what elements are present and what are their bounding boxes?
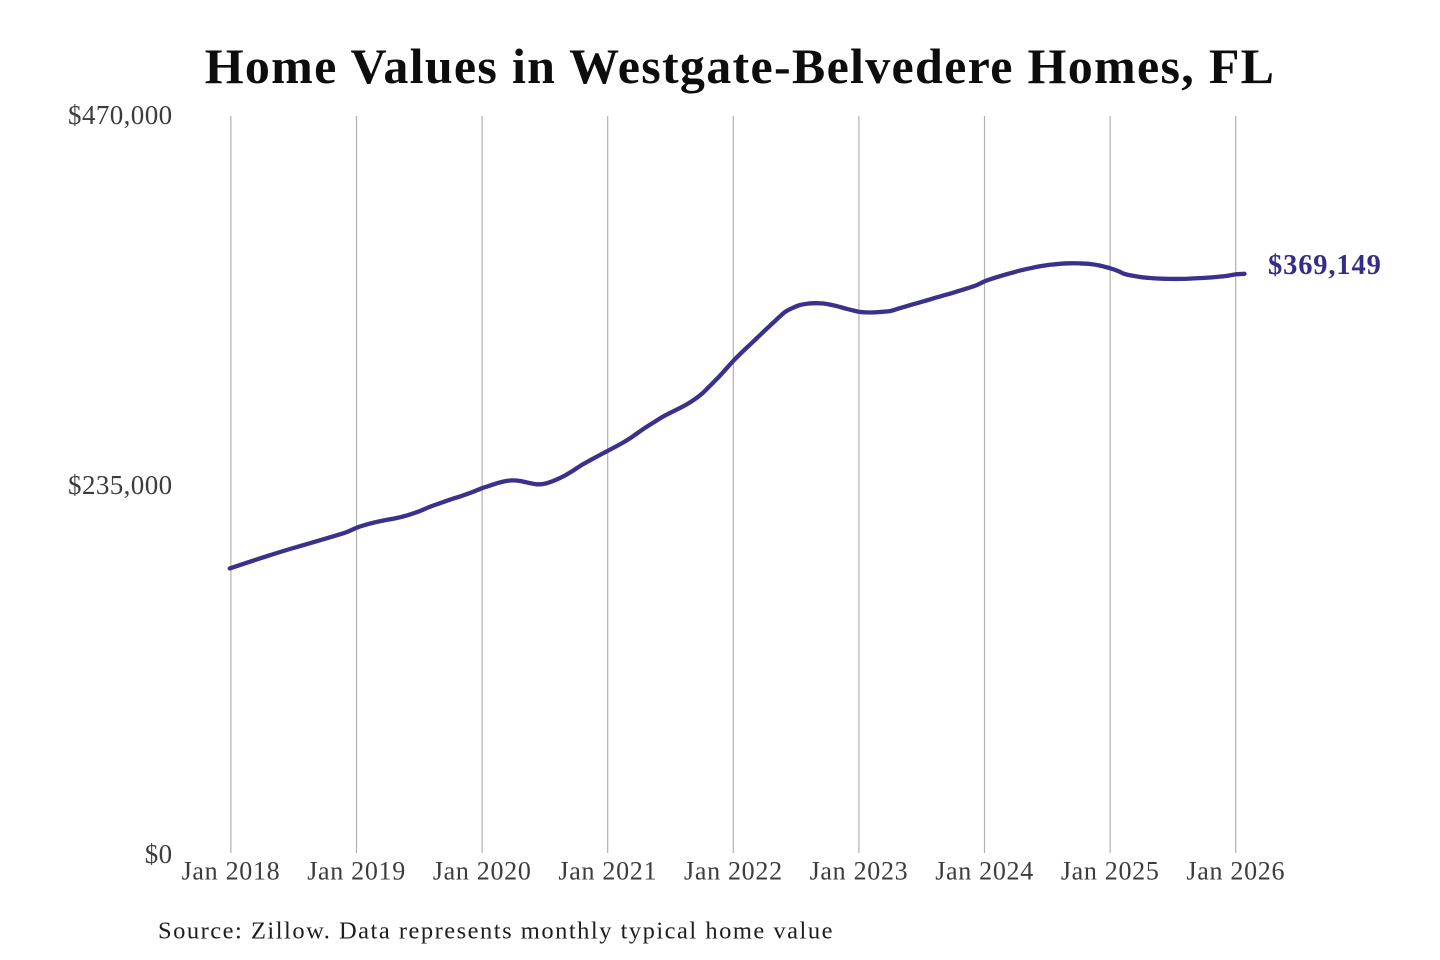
svg-text:$369,149: $369,149	[1268, 250, 1382, 281]
svg-text:Home Values in Westgate-Belved: Home Values in Westgate-Belvedere Homes,…	[205, 38, 1276, 94]
svg-text:Jan 2024: Jan 2024	[935, 857, 1034, 886]
svg-text:Jan 2019: Jan 2019	[307, 857, 406, 886]
svg-text:Source: Zillow. Data represent: Source: Zillow. Data represents monthly …	[158, 918, 834, 945]
svg-text:Jan 2023: Jan 2023	[810, 857, 909, 886]
svg-text:$470,000: $470,000	[68, 100, 172, 130]
svg-text:Jan 2018: Jan 2018	[182, 857, 281, 886]
svg-text:Jan 2021: Jan 2021	[558, 857, 657, 886]
svg-text:$235,000: $235,000	[68, 470, 172, 500]
svg-text:Jan 2020: Jan 2020	[433, 857, 532, 886]
svg-text:Jan 2026: Jan 2026	[1186, 857, 1285, 886]
svg-text:Jan 2022: Jan 2022	[684, 857, 783, 886]
svg-text:$0: $0	[145, 839, 173, 869]
svg-text:Jan 2025: Jan 2025	[1061, 857, 1160, 886]
